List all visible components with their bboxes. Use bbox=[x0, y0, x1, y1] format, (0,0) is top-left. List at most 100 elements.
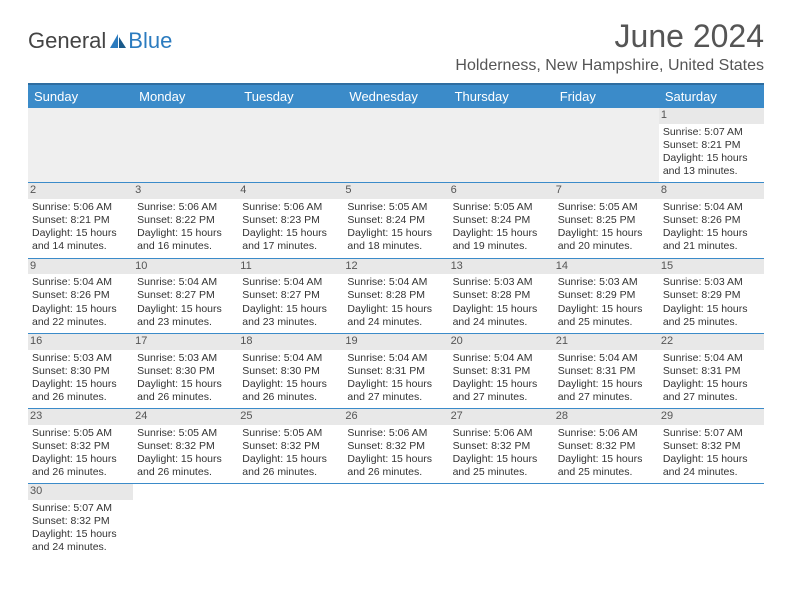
day-number: 1 bbox=[659, 108, 764, 124]
daylight-text: Daylight: 15 hours and 27 minutes. bbox=[453, 378, 550, 404]
calendar-day-cell: 27 Sunrise: 5:06 AMSunset: 8:32 PMDayligh… bbox=[449, 409, 554, 484]
logo: General Blue bbox=[28, 28, 172, 54]
day-number: 24 bbox=[133, 409, 238, 425]
calendar-day-cell: 19Sunrise: 5:04 AMSunset: 8:31 PMDayligh… bbox=[343, 333, 448, 408]
day-number: 27 bbox=[449, 409, 554, 425]
day-number: 14 bbox=[554, 259, 659, 275]
sunrise-text: Sunrise: 5:04 AM bbox=[32, 276, 129, 289]
sunrise-text: Sunrise: 5:06 AM bbox=[32, 201, 129, 214]
day-number: 11 bbox=[238, 259, 343, 275]
weekday-header: Monday bbox=[133, 84, 238, 108]
calendar-day-cell: 6Sunrise: 5:05 AMSunset: 8:24 PMDaylight… bbox=[449, 183, 554, 258]
sunrise-text: Sunrise: 5:04 AM bbox=[347, 276, 444, 289]
sunset-text: Sunset: 8:32 PM bbox=[453, 440, 550, 453]
sunrise-text: Sunrise: 5:06 AM bbox=[453, 427, 550, 440]
day-number: 16 bbox=[28, 334, 133, 350]
daylight-text: Daylight: 15 hours and 19 minutes. bbox=[453, 227, 550, 253]
sunrise-text: Sunrise: 5:04 AM bbox=[347, 352, 444, 365]
calendar-day-cell: 23Sunrise: 5:05 AMSunset: 8:32 PMDayligh… bbox=[28, 409, 133, 484]
day-number: 26 bbox=[343, 409, 448, 425]
daylight-text: Daylight: 15 hours and 21 minutes. bbox=[663, 227, 760, 253]
sunset-text: Sunset: 8:30 PM bbox=[137, 365, 234, 378]
calendar-week-row: 16Sunrise: 5:03 AMSunset: 8:30 PMDayligh… bbox=[28, 333, 764, 408]
header: General Blue June 2024 Holderness, New H… bbox=[28, 18, 764, 81]
weekday-header: Tuesday bbox=[238, 84, 343, 108]
daylight-text: Daylight: 15 hours and 17 minutes. bbox=[242, 227, 339, 253]
sunset-text: Sunset: 8:31 PM bbox=[453, 365, 550, 378]
calendar-day-cell bbox=[343, 484, 448, 559]
sunset-text: Sunset: 8:24 PM bbox=[347, 214, 444, 227]
calendar-day-cell: 9Sunrise: 5:04 AMSunset: 8:26 PMDaylight… bbox=[28, 258, 133, 333]
daylight-text: Daylight: 15 hours and 26 minutes. bbox=[32, 378, 129, 404]
sunrise-text: Sunrise: 5:04 AM bbox=[242, 276, 339, 289]
day-number: 3 bbox=[133, 183, 238, 199]
calendar-day-cell bbox=[133, 108, 238, 183]
calendar-day-cell: 10Sunrise: 5:04 AMSunset: 8:27 PMDayligh… bbox=[133, 258, 238, 333]
daylight-text: Daylight: 15 hours and 26 minutes. bbox=[137, 453, 234, 479]
calendar-day-cell: 13Sunrise: 5:03 AMSunset: 8:28 PMDayligh… bbox=[449, 258, 554, 333]
sunrise-text: Sunrise: 5:05 AM bbox=[453, 201, 550, 214]
sunset-text: Sunset: 8:31 PM bbox=[558, 365, 655, 378]
daylight-text: Daylight: 15 hours and 27 minutes. bbox=[558, 378, 655, 404]
calendar-day-cell: 24Sunrise: 5:05 AMSunset: 8:32 PMDayligh… bbox=[133, 409, 238, 484]
sunset-text: Sunset: 8:24 PM bbox=[453, 214, 550, 227]
sunset-text: Sunset: 8:31 PM bbox=[663, 365, 760, 378]
day-number: 15 bbox=[659, 259, 764, 275]
sunset-text: Sunset: 8:30 PM bbox=[242, 365, 339, 378]
day-number: 23 bbox=[28, 409, 133, 425]
daylight-text: Daylight: 15 hours and 25 minutes. bbox=[663, 303, 760, 329]
sunrise-text: Sunrise: 5:05 AM bbox=[558, 201, 655, 214]
calendar-day-cell: 16 Sunrise: 5:03 AMSunset: 8:30 PMDayligh… bbox=[28, 333, 133, 408]
sunrise-text: Sunrise: 5:05 AM bbox=[32, 427, 129, 440]
calendar-day-cell: 28Sunrise: 5:06 AMSunset: 8:32 PMDayligh… bbox=[554, 409, 659, 484]
daylight-text: Daylight: 15 hours and 22 minutes. bbox=[32, 303, 129, 329]
sunrise-text: Sunrise: 5:04 AM bbox=[453, 352, 550, 365]
calendar-day-cell: 11Sunrise: 5:04 AMSunset: 8:27 PMDayligh… bbox=[238, 258, 343, 333]
sunset-text: Sunset: 8:27 PM bbox=[242, 289, 339, 302]
daylight-text: Daylight: 15 hours and 13 minutes. bbox=[663, 152, 760, 178]
calendar-day-cell bbox=[133, 484, 238, 559]
sunset-text: Sunset: 8:23 PM bbox=[242, 214, 339, 227]
sunrise-text: Sunrise: 5:04 AM bbox=[558, 352, 655, 365]
daylight-text: Daylight: 15 hours and 24 minutes. bbox=[347, 303, 444, 329]
calendar-day-cell: 14Sunrise: 5:03 AMSunset: 8:29 PMDayligh… bbox=[554, 258, 659, 333]
day-number: 30 bbox=[28, 484, 133, 500]
sunrise-text: Sunrise: 5:07 AM bbox=[663, 427, 760, 440]
sunset-text: Sunset: 8:29 PM bbox=[663, 289, 760, 302]
sunset-text: Sunset: 8:32 PM bbox=[347, 440, 444, 453]
calendar-day-cell: 8Sunrise: 5:04 AMSunset: 8:26 PMDaylight… bbox=[659, 183, 764, 258]
sail-icon bbox=[108, 32, 128, 50]
weekday-header: Thursday bbox=[449, 84, 554, 108]
daylight-text: Daylight: 15 hours and 25 minutes. bbox=[453, 453, 550, 479]
sunset-text: Sunset: 8:32 PM bbox=[242, 440, 339, 453]
day-number: 4 bbox=[238, 183, 343, 199]
daylight-text: Daylight: 15 hours and 25 minutes. bbox=[558, 303, 655, 329]
calendar-week-row: 9Sunrise: 5:04 AMSunset: 8:26 PMDaylight… bbox=[28, 258, 764, 333]
sunrise-text: Sunrise: 5:05 AM bbox=[347, 201, 444, 214]
calendar-day-cell bbox=[659, 484, 764, 559]
sunset-text: Sunset: 8:25 PM bbox=[558, 214, 655, 227]
sunset-text: Sunset: 8:21 PM bbox=[32, 214, 129, 227]
calendar-day-cell: 22Sunrise: 5:04 AMSunset: 8:31 PMDayligh… bbox=[659, 333, 764, 408]
sunset-text: Sunset: 8:28 PM bbox=[453, 289, 550, 302]
day-number: 19 bbox=[343, 334, 448, 350]
calendar-week-row: 30 Sunrise: 5:07 AMSunset: 8:32 PMDayligh… bbox=[28, 484, 764, 559]
calendar-day-cell bbox=[449, 108, 554, 183]
sunset-text: Sunset: 8:30 PM bbox=[32, 365, 129, 378]
calendar-day-cell bbox=[554, 108, 659, 183]
weekday-header: Saturday bbox=[659, 84, 764, 108]
daylight-text: Daylight: 15 hours and 16 minutes. bbox=[137, 227, 234, 253]
sunrise-text: Sunrise: 5:04 AM bbox=[137, 276, 234, 289]
calendar-table: Sunday Monday Tuesday Wednesday Thursday… bbox=[28, 83, 764, 559]
sunrise-text: Sunrise: 5:06 AM bbox=[242, 201, 339, 214]
sunrise-text: Sunrise: 5:03 AM bbox=[32, 352, 129, 365]
calendar-day-cell: 29Sunrise: 5:07 AMSunset: 8:32 PMDayligh… bbox=[659, 409, 764, 484]
calendar-day-cell: 21Sunrise: 5:04 AMSunset: 8:31 PMDayligh… bbox=[554, 333, 659, 408]
sunset-text: Sunset: 8:29 PM bbox=[558, 289, 655, 302]
calendar-day-cell: 1Sunrise: 5:07 AMSunset: 8:21 PMDaylight… bbox=[659, 108, 764, 183]
calendar-day-cell: 12Sunrise: 5:04 AMSunset: 8:28 PMDayligh… bbox=[343, 258, 448, 333]
sunrise-text: Sunrise: 5:07 AM bbox=[32, 502, 129, 515]
daylight-text: Daylight: 15 hours and 24 minutes. bbox=[32, 528, 129, 554]
sunset-text: Sunset: 8:32 PM bbox=[32, 515, 129, 528]
weekday-header: Sunday bbox=[28, 84, 133, 108]
